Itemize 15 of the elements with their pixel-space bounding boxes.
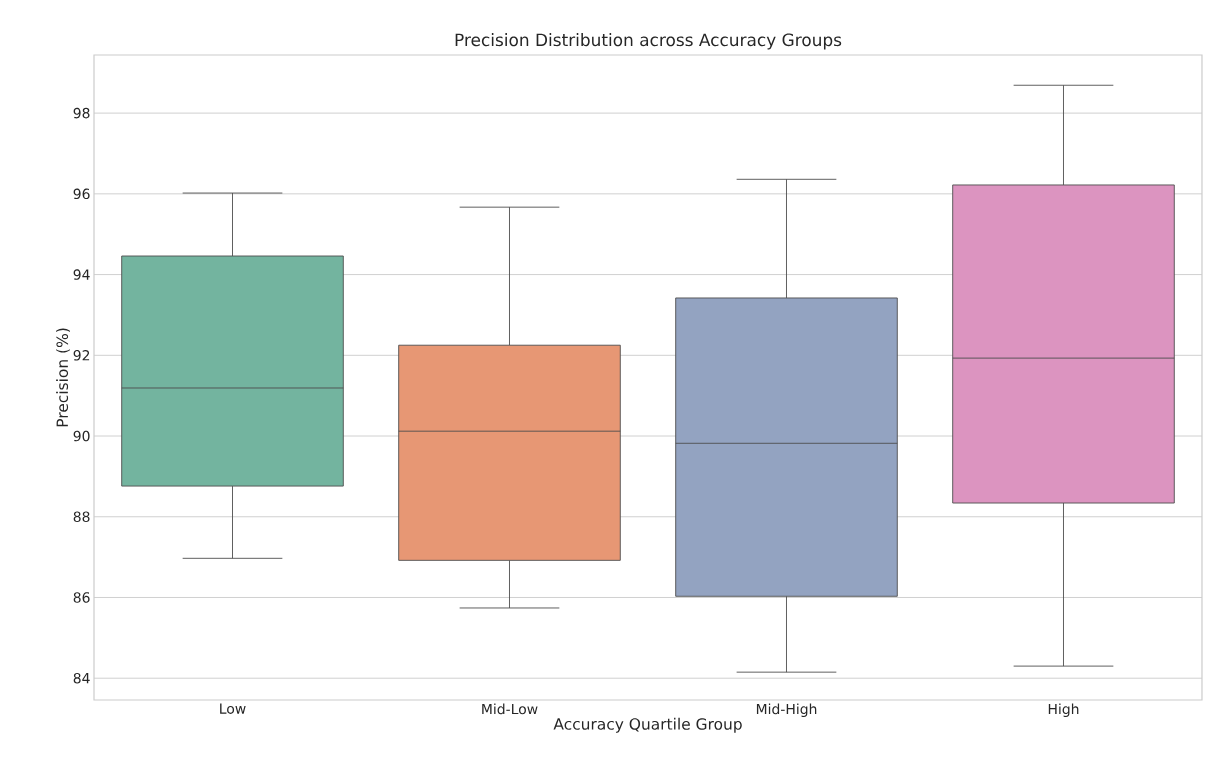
- x-tick-label: Low: [220, 703, 246, 714]
- x-tick-label: Mid-Low: [482, 703, 538, 715]
- y-tick-label: 98: [73, 107, 90, 119]
- y-tick-label: 96: [73, 188, 90, 200]
- y-axis-title: Precision (%): [56, 328, 70, 427]
- x-tick-label: High: [1048, 703, 1079, 718]
- y-tick-label: 84: [73, 672, 90, 684]
- y-tick-label: 86: [73, 592, 90, 603]
- chart-title: Precision Distribution across Accuracy Groups: [455, 33, 842, 50]
- y-tick-label: 88: [73, 511, 90, 523]
- x-axis-title: Accuracy Quartile Group: [553, 717, 742, 733]
- x-tick-label: Mid-High: [756, 703, 817, 718]
- y-tick-label: 94: [73, 269, 90, 280]
- y-tick-label: 92: [73, 350, 90, 361]
- y-tick-label: 90: [73, 430, 90, 442]
